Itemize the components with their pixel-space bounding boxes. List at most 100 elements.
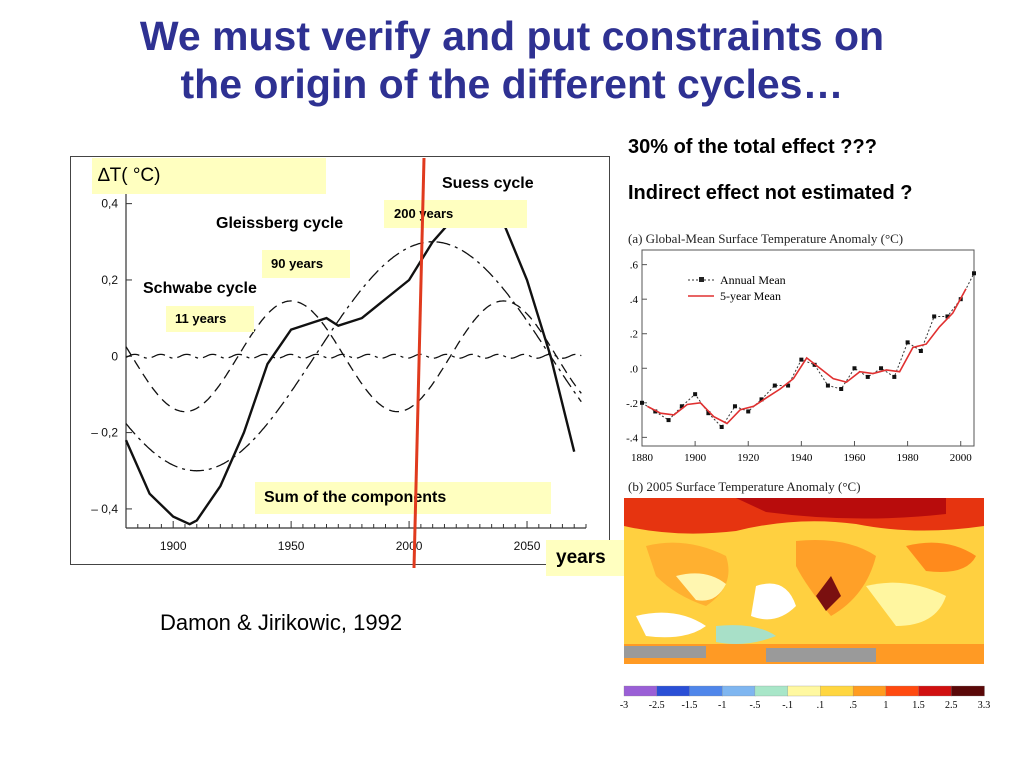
colorbar-swatch bbox=[623, 685, 658, 697]
gm-x-tick-label: 1980 bbox=[897, 452, 920, 464]
title-line-1: We must verify and put constraints on bbox=[139, 13, 885, 59]
annual-mean-point bbox=[825, 383, 830, 388]
colorbar-swatch bbox=[820, 685, 854, 697]
colorbar-swatch bbox=[787, 685, 822, 697]
note-total-effect: 30% of the total effect ??? bbox=[628, 136, 877, 158]
gm-x-tick-label: 1880 bbox=[631, 452, 654, 464]
annual-mean-point bbox=[666, 418, 671, 423]
colorbar-label: .5 bbox=[849, 700, 857, 711]
slide-title: We must verify and put constraints on th… bbox=[40, 12, 984, 108]
global-mean-legend: Annual Mean 5-year Mean bbox=[688, 273, 786, 303]
anomaly-map: (b) 2005 Surface Temperature Anomaly (°C… bbox=[620, 479, 990, 711]
y-tick-label: – 0,2 bbox=[91, 426, 118, 440]
gleissberg-period-label: 90 years bbox=[262, 250, 350, 278]
gm-y-tick-label: -.2 bbox=[626, 398, 638, 410]
anomaly-colorbar bbox=[623, 685, 985, 697]
annual-mean-point bbox=[852, 366, 857, 371]
y-axis-label: ∆T( °C) bbox=[92, 158, 326, 194]
annual-mean-point bbox=[932, 314, 937, 319]
annual-mean-point bbox=[892, 374, 897, 379]
annual-mean-point bbox=[653, 409, 658, 414]
x-tick-label: 2050 bbox=[514, 539, 541, 553]
annual-mean-line bbox=[641, 273, 975, 428]
x-tick-label: 1900 bbox=[160, 539, 187, 553]
annual-mean-point bbox=[693, 392, 698, 397]
annual-mean-point bbox=[679, 404, 684, 409]
y-tick-label: 0,2 bbox=[101, 273, 118, 287]
colorbar-label: -2.5 bbox=[649, 700, 665, 711]
colorbar-swatch bbox=[852, 685, 887, 697]
schwabe-period-label: 11 years bbox=[166, 306, 254, 332]
annual-mean-point bbox=[905, 340, 910, 345]
y-tick-label: 0 bbox=[111, 349, 118, 363]
legend-annual-mean: Annual Mean bbox=[720, 273, 786, 287]
suess-cycle-label: Suess cycle bbox=[442, 175, 534, 192]
annual-mean-point bbox=[640, 400, 644, 405]
annual-mean-point bbox=[772, 383, 777, 388]
gm-x-tick-label: 1960 bbox=[843, 452, 866, 464]
gm-y-tick-label: .6 bbox=[630, 260, 639, 272]
y-tick-label: 0,4 bbox=[101, 197, 118, 211]
x-tick-label: 2000 bbox=[396, 539, 423, 553]
global-mean-axes: .6 .4 .2 .0 -.2 -.4 1880 1900 1920 1940 1960 1980 20… bbox=[626, 249, 975, 464]
anomaly-map-image bbox=[624, 498, 984, 678]
colorbar-label: 3.3 bbox=[978, 700, 991, 711]
gm-x-tick-label: 1900 bbox=[684, 452, 707, 464]
colorbar-label: 1 bbox=[883, 700, 888, 711]
anomaly-colorbar-labels: -3 -2.5 -1.5 -1 -.5 -.1 .1 .5 1 1.5 2.5 3.3 bbox=[620, 700, 990, 711]
note-indirect-effect: Indirect effect not estimated ? bbox=[628, 182, 913, 204]
gm-y-tick-label: -.4 bbox=[626, 432, 638, 444]
y-tick-label: – 0,4 bbox=[91, 502, 118, 516]
colorbar-label: -1.5 bbox=[682, 700, 698, 711]
annual-mean-point bbox=[746, 409, 751, 414]
annual-mean-point bbox=[759, 397, 764, 402]
colorbar-label: 1.5 bbox=[912, 700, 925, 711]
colorbar-swatch bbox=[722, 685, 756, 697]
annual-mean-point bbox=[719, 425, 724, 429]
citation: Damon & Jirikowic, 1992 bbox=[160, 610, 403, 635]
gm-y-tick-label: .4 bbox=[630, 294, 639, 306]
colorbar-label: .1 bbox=[817, 700, 825, 711]
colorbar-swatch bbox=[754, 685, 789, 697]
gm-y-tick-label: .2 bbox=[630, 329, 638, 341]
global-mean-frame bbox=[641, 249, 975, 447]
gleissberg-cycle-label: Gleissberg cycle bbox=[216, 215, 344, 232]
gm-x-tick-label: 1940 bbox=[790, 452, 813, 464]
colorbar-swatch bbox=[689, 685, 723, 697]
colorbar-label: -3 bbox=[620, 700, 628, 711]
series-gleissberg-cycle bbox=[125, 300, 582, 413]
series-schwabe-cycle bbox=[125, 353, 582, 359]
schwabe-cycle-label: Schwabe cycle bbox=[143, 280, 257, 297]
annual-mean-point bbox=[879, 366, 884, 371]
annual-mean-point bbox=[865, 374, 870, 379]
annual-mean-point bbox=[839, 387, 844, 391]
colorbar-swatch bbox=[918, 685, 952, 697]
colorbar-swatch bbox=[885, 685, 920, 697]
colorbar-label: -1 bbox=[718, 700, 726, 711]
annual-mean-point bbox=[706, 411, 711, 416]
colorbar-label: -.5 bbox=[749, 700, 760, 711]
annual-mean-point bbox=[786, 383, 791, 388]
gm-x-tick-label: 2000 bbox=[950, 452, 973, 464]
sum-components-label: Sum of the components bbox=[255, 482, 551, 514]
colorbar-label: -.1 bbox=[782, 700, 793, 711]
colorbar-label: 2.5 bbox=[945, 700, 958, 711]
annual-mean-point bbox=[732, 404, 737, 409]
title-line-2: the origin of the different cycles… bbox=[180, 61, 844, 107]
anomaly-map-title: (b) 2005 Surface Temperature Anomaly (°C… bbox=[628, 479, 861, 494]
annual-mean-point bbox=[799, 357, 804, 362]
colorbar-swatch bbox=[951, 685, 985, 697]
five-year-mean-line bbox=[646, 288, 967, 425]
annual-mean-point bbox=[918, 349, 923, 353]
suess-period-label: 200 years bbox=[384, 200, 527, 228]
legend-five-year-mean: 5-year Mean bbox=[720, 289, 781, 303]
annual-mean-point bbox=[972, 271, 976, 276]
global-mean-curves bbox=[640, 271, 976, 429]
series-suess-cycle bbox=[125, 241, 582, 472]
global-mean-title: (a) Global-Mean Surface Temperature Anom… bbox=[628, 231, 903, 246]
colorbar-swatch bbox=[656, 685, 691, 697]
x-tick-label: 1950 bbox=[278, 539, 305, 553]
gm-x-tick-label: 1920 bbox=[737, 452, 760, 464]
gm-y-tick-label: .0 bbox=[630, 363, 639, 375]
annual-mean-point bbox=[945, 314, 950, 319]
